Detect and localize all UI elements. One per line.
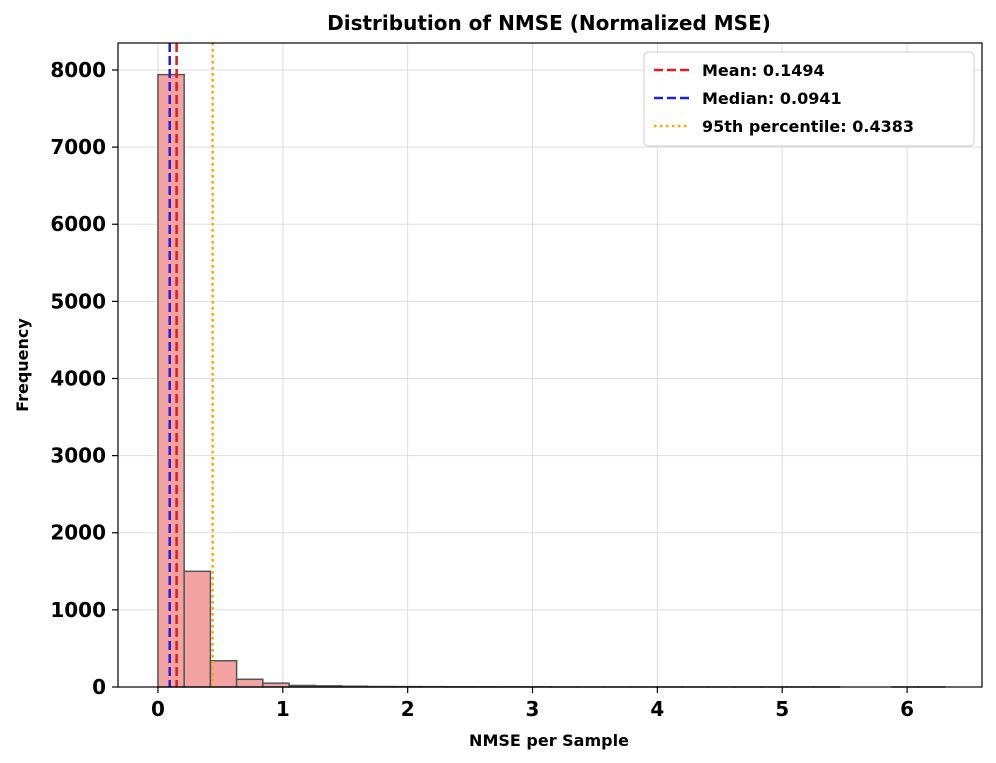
histogram-bar — [235, 678, 264, 688]
y-tick-label: 7000 — [50, 135, 106, 159]
legend: Mean: 0.1494 Median: 0.0941 95th percentil… — [643, 51, 975, 147]
x-tick-label: 2 — [401, 697, 415, 721]
x-tick-label: 4 — [650, 697, 664, 721]
y-axis-ticks: 0 1000 2000 3000 4000 5000 6000 7000 8000 — [50, 58, 118, 699]
legend-label: Mean: 0.1494 — [702, 61, 825, 80]
x-tick-label: 0 — [151, 697, 165, 721]
y-tick-label: 6000 — [50, 212, 106, 236]
x-tick-label: 5 — [775, 697, 789, 721]
y-tick-label: 8000 — [50, 58, 106, 82]
x-tick-label: 6 — [900, 697, 914, 721]
histogram-bar — [209, 660, 238, 688]
y-tick-label: 2000 — [50, 521, 106, 545]
grid-lines — [118, 43, 982, 688]
histogram-bar — [157, 73, 185, 688]
histogram-bar — [183, 570, 212, 688]
plot-frame — [117, 42, 983, 688]
y-tick-label: 1000 — [50, 598, 106, 622]
y-axis-label: Frequency — [13, 318, 32, 412]
legend-label: 95th percentile: 0.4383 — [702, 117, 914, 136]
histogram-bars — [157, 73, 946, 688]
x-tick-label: 1 — [276, 697, 290, 721]
y-tick-label: 3000 — [50, 444, 106, 468]
x-axis-label: NMSE per Sample — [469, 731, 629, 750]
x-axis-ticks: 0 1 2 3 4 5 6 — [151, 687, 914, 721]
x-tick-label: 3 — [526, 697, 540, 721]
reference-lines — [168, 43, 214, 687]
legend-box — [643, 51, 975, 147]
y-tick-label: 0 — [92, 675, 106, 699]
y-tick-label: 4000 — [50, 366, 106, 390]
plot-border — [117, 42, 983, 688]
legend-label: Median: 0.0941 — [702, 89, 842, 108]
y-tick-label: 5000 — [50, 289, 106, 313]
chart-title: Distribution of NMSE (Normalized MSE) — [327, 11, 771, 35]
